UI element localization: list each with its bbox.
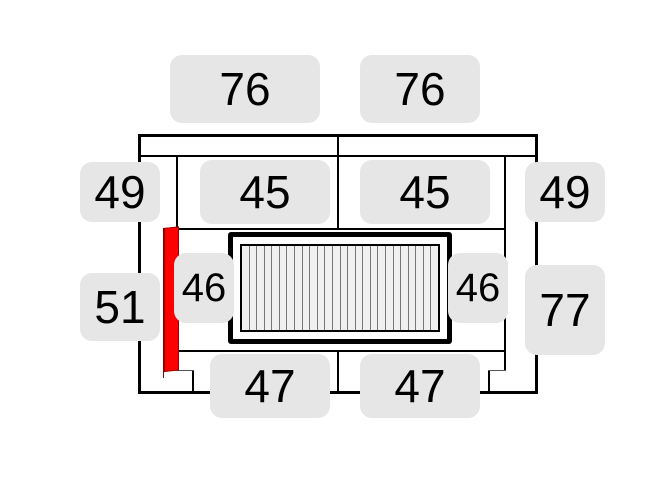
- label-47-left: 47: [210, 354, 330, 418]
- label-text: 47: [244, 359, 295, 413]
- grille-bar: [250, 246, 258, 330]
- label-text: 49: [94, 165, 145, 219]
- grille-bar: [386, 246, 394, 330]
- label-text: 76: [394, 62, 445, 116]
- label-text: 47: [394, 359, 445, 413]
- bottom-notch-left: [192, 370, 194, 394]
- shelf-horizontal: [176, 228, 506, 230]
- bottom-notch-right: [488, 370, 490, 394]
- grille-bar: [325, 246, 333, 330]
- grille-bar: [431, 246, 438, 330]
- label-51: 51: [80, 273, 160, 341]
- label-46-left: 46: [174, 253, 234, 323]
- grille-bar: [272, 246, 280, 330]
- grille-bar: [280, 246, 288, 330]
- label-text: 45: [399, 165, 450, 219]
- grille-bar: [242, 246, 250, 330]
- red-part-edge: [163, 228, 164, 378]
- grille-bar: [401, 246, 409, 330]
- grille-bar: [356, 246, 364, 330]
- label-49-right: 49: [525, 162, 605, 222]
- grille-bar: [378, 246, 386, 330]
- label-77: 77: [525, 265, 605, 355]
- grille-bar: [363, 246, 371, 330]
- grille-bar: [295, 246, 303, 330]
- label-76-left: 76: [170, 55, 320, 123]
- grille-bar: [348, 246, 356, 330]
- label-text: 45: [239, 165, 290, 219]
- grille-bar: [416, 246, 424, 330]
- label-47-right: 47: [360, 354, 480, 418]
- grille-bar: [371, 246, 379, 330]
- grille-bar: [303, 246, 311, 330]
- grille-bar: [318, 246, 326, 330]
- label-76-right: 76: [360, 55, 480, 123]
- label-45-right: 45: [360, 160, 490, 224]
- grille-bar: [394, 246, 402, 330]
- mid-vertical-top: [337, 134, 339, 228]
- grille-bar: [409, 246, 417, 330]
- label-49-left: 49: [80, 162, 160, 222]
- label-text: 49: [539, 165, 590, 219]
- diagram-stage: 76 76 49 45 45 49 46 46 51 77 47 47: [0, 0, 651, 500]
- label-45-left: 45: [200, 160, 330, 224]
- grille-bar: [341, 246, 349, 330]
- label-46-right: 46: [448, 253, 508, 323]
- mid-vertical-bottom: [337, 350, 339, 394]
- bottom-shelf-horizontal: [176, 350, 506, 352]
- grille-bar: [287, 246, 295, 330]
- bottom-notch-right-h: [488, 370, 506, 371]
- grille-bar: [424, 246, 432, 330]
- label-text: 76: [219, 62, 270, 116]
- label-text: 46: [182, 266, 227, 311]
- label-text: 51: [94, 280, 145, 334]
- label-text: 77: [539, 283, 590, 337]
- grille-bar: [333, 246, 341, 330]
- label-text: 46: [456, 266, 501, 311]
- grille-bar: [257, 246, 265, 330]
- grille-bar: [265, 246, 273, 330]
- grille-inner: [240, 244, 440, 332]
- grille-bar: [310, 246, 318, 330]
